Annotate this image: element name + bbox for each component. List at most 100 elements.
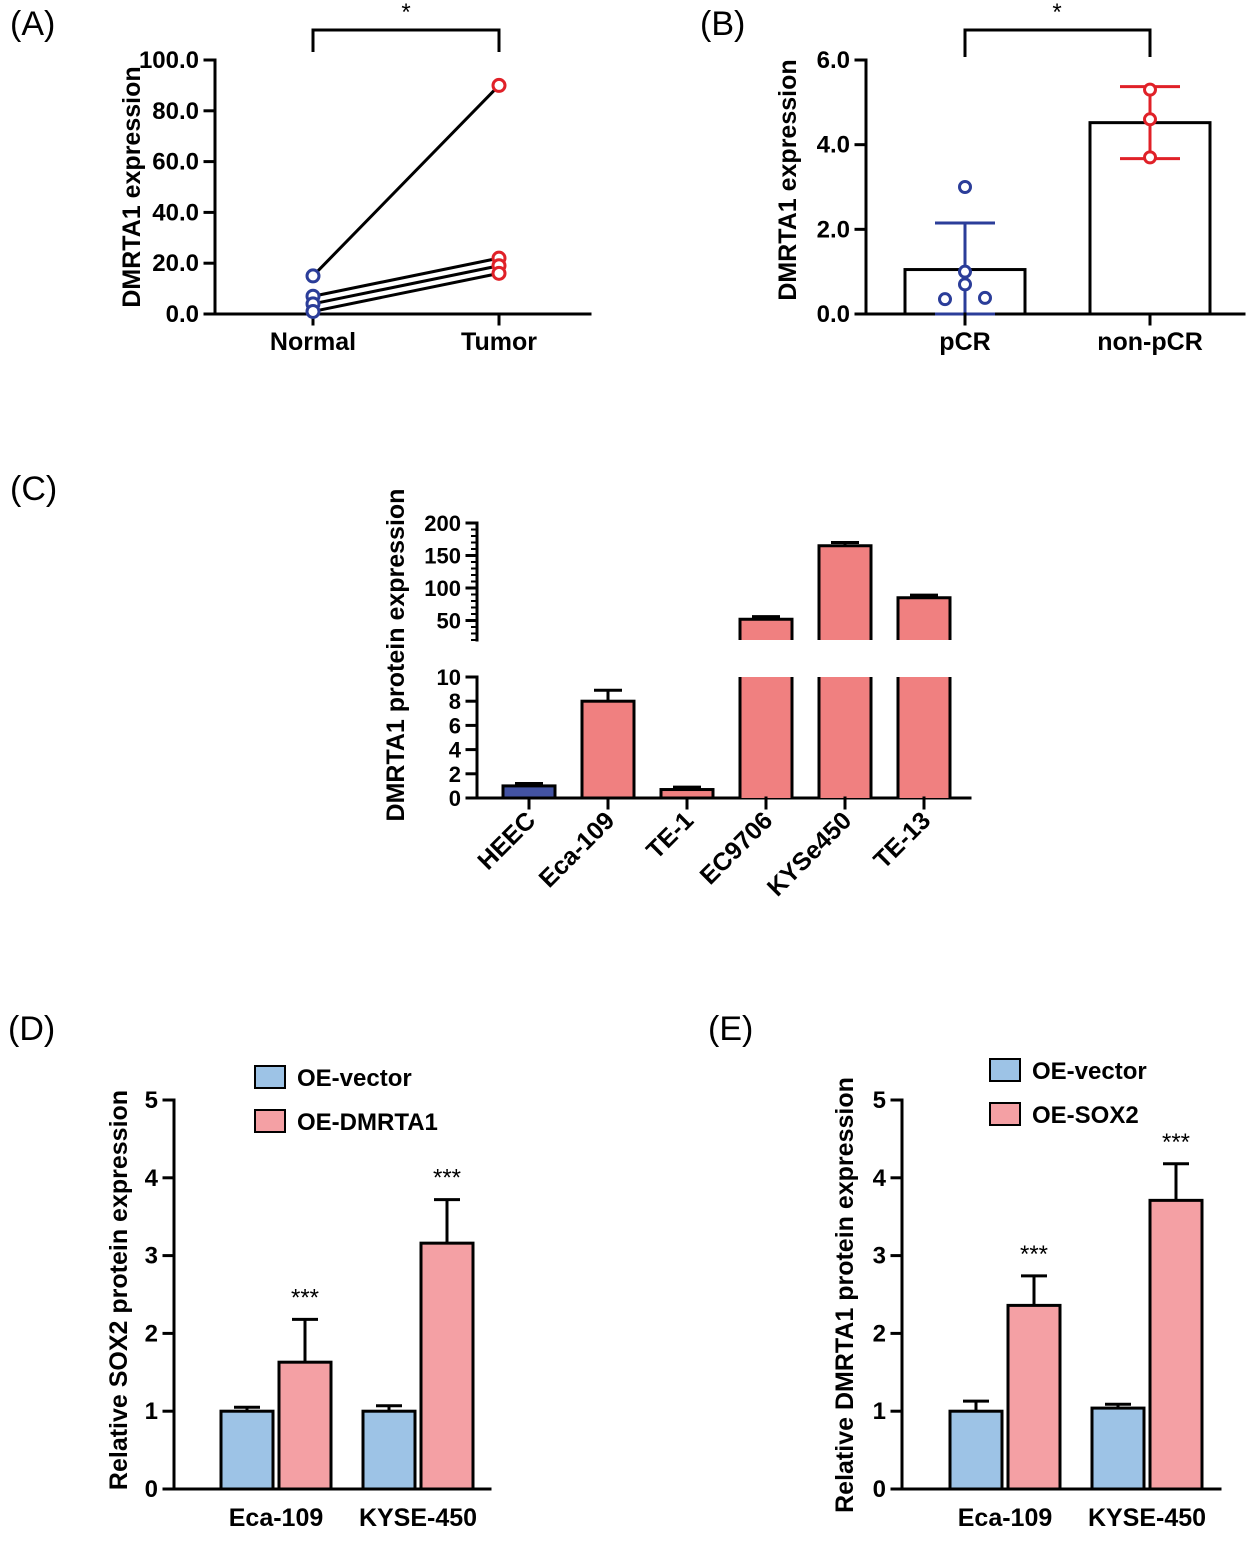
panel-c-upper-y-ticklabel-0: 50	[437, 609, 461, 634]
panel-b-pcr-point-3	[978, 290, 992, 305]
panel-c-bar-0	[501, 784, 557, 800]
panel-a-y-ticklabel-3: 60.0	[152, 149, 199, 176]
panel-d-cat-1: KYSE-450	[359, 1504, 477, 1532]
panel-b-sig-star: *	[1052, 0, 1061, 26]
panel-c-cat-0: HEEC	[472, 806, 541, 875]
panel-c-cat-4: KYSe450	[762, 806, 857, 901]
panel-a-tumor-point-0	[491, 77, 507, 93]
panel-e-y-ticklabel-2: 2	[873, 1320, 886, 1347]
panel-a-sig-bracket	[311, 28, 501, 52]
panel-b-pcr-point-4	[958, 180, 972, 194]
panel-c-bar-lower-4	[819, 677, 871, 798]
panel-b-sig-bracket	[963, 28, 1152, 57]
panel-d-bar-OE-DMRTA1-0	[277, 1360, 333, 1491]
panel-b-cat-0: pCR	[939, 328, 990, 356]
panel-c-upper-y-ticklabel-3: 200	[424, 511, 461, 536]
panel-c-cat-5: TE-13	[868, 806, 936, 874]
panel-d-legend-label-1: OE-DMRTA1	[297, 1109, 438, 1136]
panel-a-pair-line-1	[312, 256, 500, 298]
panel-a-ylabel: DMRTA1 expression	[118, 66, 146, 307]
panel-d-label: (D)	[8, 1010, 55, 1048]
panel-d-bar-OE-DMRTA1-1	[419, 1241, 475, 1491]
panel-e-bar-OE-vector-1	[1090, 1406, 1146, 1491]
panel-d-y-ticklabel-5: 5	[145, 1087, 158, 1114]
panel-d-y-ticklabel-0: 0	[145, 1476, 158, 1503]
panel-a-pair-line-3	[312, 271, 500, 313]
panel-c-lower-y-ticklabel-1: 2	[449, 762, 461, 787]
panel-c-bar-lower-5	[898, 677, 950, 798]
panel-e-cat-1: KYSE-450	[1088, 1504, 1206, 1532]
panel-c-bar-lower-3	[740, 677, 792, 798]
panel-a-y-ticklabel-5: 100.0	[139, 47, 199, 74]
panel-a-sig-star: *	[401, 0, 410, 26]
panel-e-sig-1: ***	[1162, 1129, 1190, 1156]
panel-a-y-ticklabel-1: 20.0	[152, 250, 199, 277]
panel-d-sig-0: ***	[291, 1284, 319, 1311]
panel-e-cat-0: Eca-109	[958, 1504, 1053, 1532]
panel-e-bar-OE-vector-0	[948, 1409, 1004, 1491]
panel-a-normal-point-0	[305, 268, 321, 284]
panel-e-legend-swatch-0	[989, 1058, 1021, 1082]
panel-e-y-ticklabel-3: 3	[873, 1243, 886, 1270]
panel-d-y-ticklabel-4: 4	[145, 1165, 159, 1192]
panel-c-cat-2: TE-1	[641, 806, 699, 864]
panel-d-legend-swatch-1	[254, 1109, 286, 1133]
panel-d-sig-1: ***	[433, 1165, 461, 1192]
panel-b-ylabel: DMRTA1 expression	[774, 59, 802, 300]
panel-c-lower-y-ticklabel-3: 6	[449, 713, 461, 738]
panel-e-legend-swatch-1	[989, 1102, 1021, 1126]
panel-c-upper-y-ticklabel-2: 150	[424, 544, 461, 569]
panel-c-bar-upper-5	[898, 597, 950, 640]
panel-a-cat-0: Normal	[270, 328, 356, 356]
panel-e-legend-label-1: OE-SOX2	[1032, 1102, 1139, 1129]
panel-a-label: (A)	[10, 5, 55, 43]
panel-b-y-ticklabel-0: 0.0	[817, 301, 850, 328]
panel-a-tumor-point-3	[491, 265, 507, 281]
panel-c-lower-y-ticklabel-5: 10	[437, 665, 461, 690]
panel-e-y-ticklabel-5: 5	[873, 1087, 886, 1114]
panel-b-y-ticklabel-2: 4.0	[817, 132, 850, 159]
panel-c-cat-1: Eca-109	[534, 806, 621, 893]
panel-e-label: (E)	[708, 1010, 753, 1048]
panel-b-y-ticklabel-3: 6.0	[817, 47, 850, 74]
panel-a-y-ticklabel-0: 0.0	[166, 301, 199, 328]
panel-c-bar-1	[580, 699, 636, 800]
panel-d-ylabel: Relative SOX2 protein expression	[105, 1090, 133, 1490]
panel-e-y-ticklabel-1: 1	[873, 1398, 886, 1425]
panel-e-y-ticklabel-4: 4	[873, 1165, 887, 1192]
panel-b-cat-1: non-pCR	[1097, 328, 1203, 356]
panel-c-lower-y-ticklabel-2: 4	[449, 738, 462, 763]
panel-c-bar-upper-4	[819, 545, 871, 640]
panel-a-cat-1: Tumor	[461, 328, 537, 356]
panel-e-legend-label-0: OE-vector	[1032, 1058, 1147, 1085]
panel-e-bar-OE-SOX2-0	[1006, 1303, 1062, 1491]
panel-a-pair-line-0	[311, 84, 501, 277]
panel-a-y-ticklabel-2: 40.0	[152, 199, 199, 226]
panel-b-pcr-point-2	[958, 264, 972, 279]
panel-a-y-ticklabel-4: 80.0	[152, 98, 199, 125]
panel-c-bar-upper-3	[740, 619, 792, 640]
panel-e-bar-OE-SOX2-1	[1148, 1198, 1204, 1491]
panel-b-nonpcr-point-0	[1143, 150, 1157, 165]
panel-e-sig-0: ***	[1020, 1241, 1048, 1268]
panel-a-pair-line-2	[312, 264, 500, 306]
panel-d-y-ticklabel-2: 2	[145, 1320, 158, 1347]
panel-c-lower-y-ticklabel-4: 8	[449, 689, 461, 714]
panel-d-bar-OE-vector-0	[219, 1409, 275, 1491]
panel-d-cat-0: Eca-109	[229, 1504, 324, 1532]
panel-d-bar-OE-vector-1	[361, 1409, 417, 1491]
panel-b-y-ticklabel-1: 2.0	[817, 216, 850, 243]
panel-d-y-ticklabel-1: 1	[145, 1398, 158, 1425]
panel-e-y-ticklabel-0: 0	[873, 1476, 886, 1503]
panel-b-nonpcr-point-2	[1143, 82, 1157, 97]
panel-a-normal-point-3	[305, 303, 321, 319]
panel-d-legend-label-0: OE-vector	[297, 1065, 412, 1092]
panel-b-label: (B)	[700, 5, 745, 43]
panel-c-ylabel: DMRTA1 protein expression	[382, 489, 410, 822]
panel-b-nonpcr-point-1	[1143, 112, 1157, 127]
panel-b-pcr-point-1	[958, 277, 972, 292]
panel-e-ylabel: Relative DMRTA1 protein expression	[831, 1077, 859, 1513]
panel-c-label: (C)	[10, 470, 57, 508]
panel-c-upper-y-ticklabel-1: 100	[424, 576, 461, 601]
